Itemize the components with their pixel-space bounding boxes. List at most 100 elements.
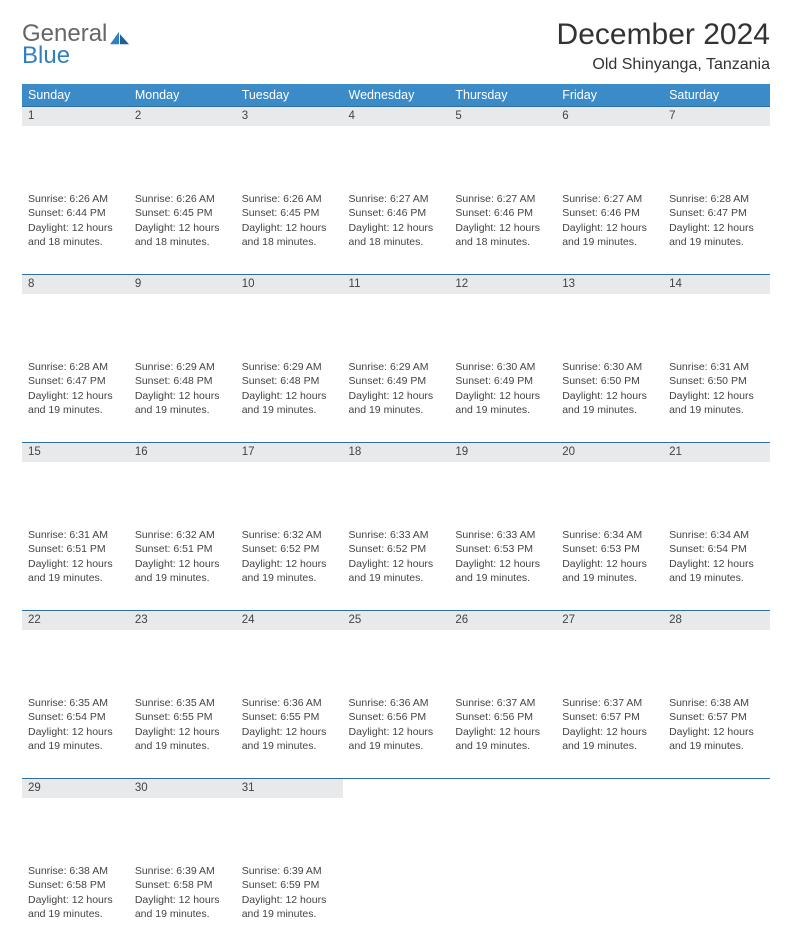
day-number: 21 <box>663 443 770 462</box>
daylight-text-1: Daylight: 12 hours <box>669 222 764 236</box>
daylight-text-2: and 19 minutes. <box>242 740 337 754</box>
daylight-text-1: Daylight: 12 hours <box>28 894 123 908</box>
sunset-text: Sunset: 6:53 PM <box>455 543 550 557</box>
sunrise-text: Sunrise: 6:35 AM <box>28 697 123 711</box>
daylight-text-1: Daylight: 12 hours <box>242 726 337 740</box>
daylight-text-1: Daylight: 12 hours <box>242 222 337 236</box>
sunrise-text: Sunrise: 6:38 AM <box>28 865 123 879</box>
day-cell: Sunrise: 6:29 AMSunset: 6:48 PMDaylight:… <box>129 359 236 426</box>
daylight-text-2: and 19 minutes. <box>242 908 337 922</box>
daylight-text-1: Daylight: 12 hours <box>135 894 230 908</box>
sunrise-text: Sunrise: 6:27 AM <box>562 193 657 207</box>
daylight-text-1: Daylight: 12 hours <box>455 558 550 572</box>
day-cell: Sunrise: 6:29 AMSunset: 6:48 PMDaylight:… <box>236 359 343 426</box>
weekday-header-row: SundayMondayTuesdayWednesdayThursdayFrid… <box>22 84 770 107</box>
sunrise-text: Sunrise: 6:32 AM <box>135 529 230 543</box>
sunset-text: Sunset: 6:57 PM <box>562 711 657 725</box>
day-number: 6 <box>556 107 663 126</box>
daylight-text-1: Daylight: 12 hours <box>669 558 764 572</box>
day-number: 19 <box>449 443 556 462</box>
day-cell: Sunrise: 6:33 AMSunset: 6:53 PMDaylight:… <box>449 527 556 594</box>
daylight-text-1: Daylight: 12 hours <box>242 558 337 572</box>
sunrise-text: Sunrise: 6:30 AM <box>455 361 550 375</box>
day-cell: Sunrise: 6:27 AMSunset: 6:46 PMDaylight:… <box>343 191 450 258</box>
day-number: 16 <box>129 443 236 462</box>
sunrise-text: Sunrise: 6:26 AM <box>135 193 230 207</box>
day-number: 14 <box>663 275 770 294</box>
brand-part2: Blue <box>22 44 132 68</box>
day-cell: Sunrise: 6:28 AMSunset: 6:47 PMDaylight:… <box>22 359 129 426</box>
day-number: 31 <box>236 779 343 798</box>
sunset-text: Sunset: 6:50 PM <box>562 375 657 389</box>
sunrise-text: Sunrise: 6:29 AM <box>349 361 444 375</box>
daylight-text-2: and 19 minutes. <box>562 740 657 754</box>
daylight-text-1: Daylight: 12 hours <box>669 390 764 404</box>
sunrise-text: Sunrise: 6:32 AM <box>242 529 337 543</box>
day-cell: Sunrise: 6:29 AMSunset: 6:49 PMDaylight:… <box>343 359 450 426</box>
daylight-text-2: and 19 minutes. <box>28 740 123 754</box>
day-cell: Sunrise: 6:36 AMSunset: 6:56 PMDaylight:… <box>343 695 450 762</box>
daylight-text-2: and 18 minutes. <box>28 236 123 250</box>
sunset-text: Sunset: 6:47 PM <box>669 207 764 221</box>
weekday-header: Tuesday <box>236 84 343 107</box>
sunset-text: Sunset: 6:46 PM <box>349 207 444 221</box>
week-data-row: Sunrise: 6:31 AMSunset: 6:51 PMDaylight:… <box>22 527 770 611</box>
sunset-text: Sunset: 6:46 PM <box>455 207 550 221</box>
sunrise-text: Sunrise: 6:31 AM <box>669 361 764 375</box>
sunset-text: Sunset: 6:58 PM <box>135 879 230 893</box>
month-title: December 2024 <box>557 18 770 52</box>
sunset-text: Sunset: 6:52 PM <box>349 543 444 557</box>
daylight-text-2: and 19 minutes. <box>28 908 123 922</box>
daylight-text-2: and 18 minutes. <box>242 236 337 250</box>
day-cell: Sunrise: 6:32 AMSunset: 6:51 PMDaylight:… <box>129 527 236 594</box>
day-number: 8 <box>22 275 129 294</box>
sunset-text: Sunset: 6:58 PM <box>28 879 123 893</box>
day-cell: Sunrise: 6:35 AMSunset: 6:54 PMDaylight:… <box>22 695 129 762</box>
week-data-row: Sunrise: 6:38 AMSunset: 6:58 PMDaylight:… <box>22 863 770 947</box>
daylight-text-1: Daylight: 12 hours <box>349 558 444 572</box>
day-number: 24 <box>236 611 343 630</box>
sunrise-text: Sunrise: 6:34 AM <box>669 529 764 543</box>
daylight-text-1: Daylight: 12 hours <box>455 222 550 236</box>
day-cell: Sunrise: 6:38 AMSunset: 6:58 PMDaylight:… <box>22 863 129 930</box>
day-cell: Sunrise: 6:30 AMSunset: 6:49 PMDaylight:… <box>449 359 556 426</box>
daylight-text-2: and 18 minutes. <box>349 236 444 250</box>
day-cell: Sunrise: 6:37 AMSunset: 6:57 PMDaylight:… <box>556 695 663 762</box>
sunset-text: Sunset: 6:55 PM <box>242 711 337 725</box>
daylight-text-2: and 19 minutes. <box>349 740 444 754</box>
day-cell: Sunrise: 6:35 AMSunset: 6:55 PMDaylight:… <box>129 695 236 762</box>
day-number: 11 <box>343 275 450 294</box>
sunrise-text: Sunrise: 6:33 AM <box>455 529 550 543</box>
daylight-text-1: Daylight: 12 hours <box>562 558 657 572</box>
day-number: 25 <box>343 611 450 630</box>
sunrise-text: Sunrise: 6:38 AM <box>669 697 764 711</box>
page-header: GeneralBlue December 2024 Old Shinyanga,… <box>22 18 770 74</box>
daylight-text-1: Daylight: 12 hours <box>562 390 657 404</box>
day-number: 30 <box>129 779 236 798</box>
sunrise-text: Sunrise: 6:34 AM <box>562 529 657 543</box>
daylight-text-2: and 19 minutes. <box>349 404 444 418</box>
daylight-text-2: and 19 minutes. <box>455 740 550 754</box>
sunset-text: Sunset: 6:45 PM <box>242 207 337 221</box>
day-number: 13 <box>556 275 663 294</box>
sunrise-text: Sunrise: 6:27 AM <box>455 193 550 207</box>
sunset-text: Sunset: 6:48 PM <box>242 375 337 389</box>
day-cell: Sunrise: 6:31 AMSunset: 6:50 PMDaylight:… <box>663 359 770 426</box>
sunrise-text: Sunrise: 6:37 AM <box>455 697 550 711</box>
day-number: 9 <box>129 275 236 294</box>
day-number: 4 <box>343 107 450 126</box>
sunrise-text: Sunrise: 6:28 AM <box>28 361 123 375</box>
sunset-text: Sunset: 6:56 PM <box>455 711 550 725</box>
daylight-text-1: Daylight: 12 hours <box>135 390 230 404</box>
day-number: 1 <box>22 107 129 126</box>
daylight-text-1: Daylight: 12 hours <box>349 726 444 740</box>
daylight-text-2: and 19 minutes. <box>242 572 337 586</box>
daylight-text-1: Daylight: 12 hours <box>135 558 230 572</box>
sunset-text: Sunset: 6:49 PM <box>349 375 444 389</box>
sunrise-text: Sunrise: 6:28 AM <box>669 193 764 207</box>
week-number-row: 891011121314 <box>22 275 770 359</box>
sunset-text: Sunset: 6:44 PM <box>28 207 123 221</box>
daylight-text-2: and 19 minutes. <box>669 572 764 586</box>
sunset-text: Sunset: 6:59 PM <box>242 879 337 893</box>
daylight-text-2: and 19 minutes. <box>242 404 337 418</box>
